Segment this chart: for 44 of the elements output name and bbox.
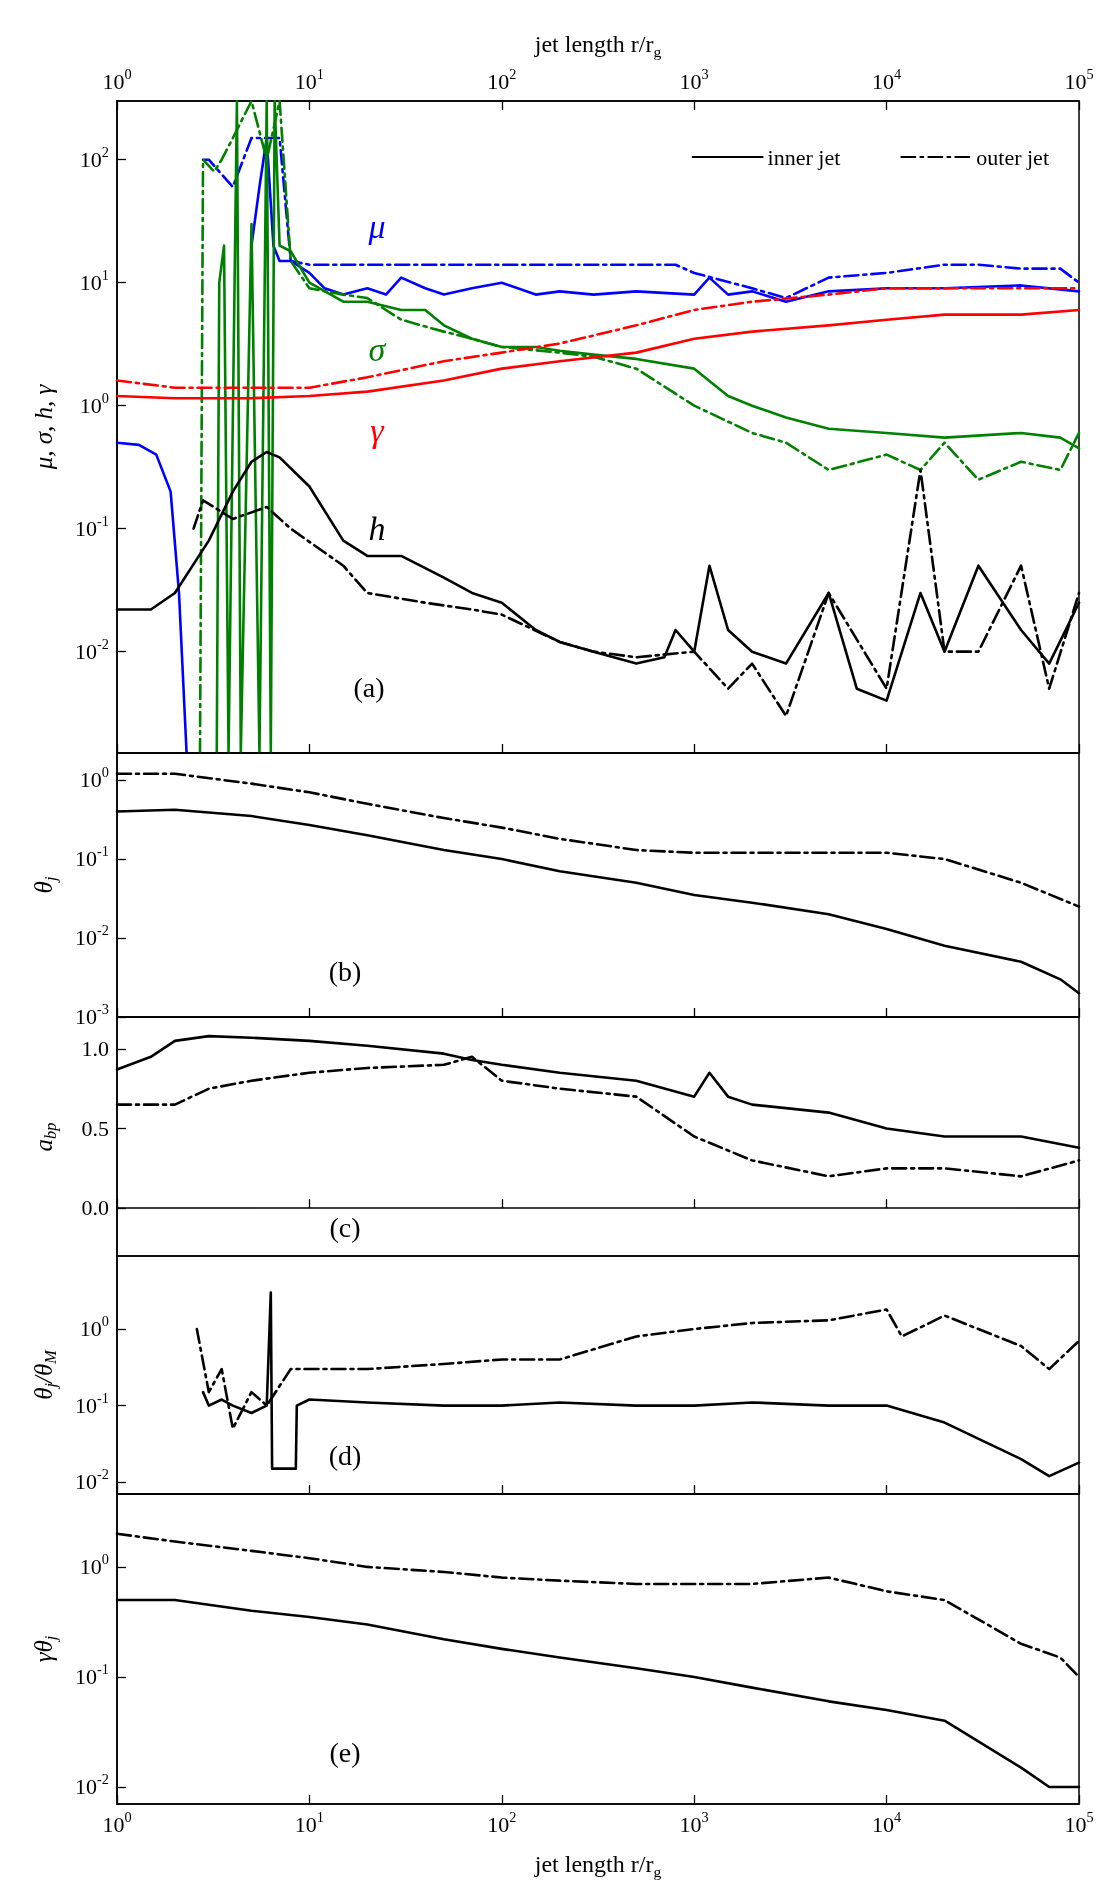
- y-tick-label: 10$^{0}$: [79, 1313, 109, 1342]
- x-tick-label: 10$^{4}$: [872, 1809, 902, 1837]
- x-tick-label: 10$^{3}$: [679, 66, 709, 94]
- y-tick-label: 10$^{-2}$: [75, 635, 109, 664]
- annotation: (c): [329, 1212, 361, 1243]
- y-tick-label: 10$^{0}$: [79, 764, 109, 793]
- x-axis-title: jet length r/r$_{g}$: [534, 1851, 662, 1880]
- annotation: (a): [353, 672, 385, 703]
- y-tick-label: 0.0: [81, 1195, 109, 1221]
- annotation: σ: [368, 331, 386, 368]
- y-tick-label: 10$^{2}$: [79, 143, 109, 172]
- y-tick-label: 10$^{1}$: [79, 266, 109, 295]
- x-tick-label: 10$^{5}$: [1064, 1809, 1094, 1837]
- legend-label: outer jet: [976, 144, 1050, 170]
- y-tick-label: 10$^{-2}$: [75, 922, 109, 950]
- x-tick-label: 10$^{2}$: [487, 1809, 517, 1837]
- x-tick-label: 10$^{4}$: [872, 66, 902, 94]
- x-tick-label: 10$^{2}$: [487, 66, 517, 94]
- annotation: (b): [328, 956, 362, 987]
- legend-label: inner jet: [767, 144, 841, 170]
- y-tick-label: 10$^{0}$: [79, 389, 109, 418]
- x-tick-label: 10$^{0}$: [102, 1809, 132, 1837]
- y-tick-label: 10$^{0}$: [79, 1550, 109, 1579]
- y-tick-label: 10$^{-1}$: [75, 512, 109, 541]
- x-tick-label: 10$^{1}$: [294, 66, 324, 94]
- y-tick-label: 0.5: [81, 1115, 109, 1141]
- y-tick-label: 10$^{-1}$: [75, 1389, 109, 1418]
- annotation: (d): [328, 1440, 362, 1471]
- y-tick-label: 10$^{-1}$: [75, 1660, 109, 1689]
- x-tick-label: 10$^{1}$: [294, 1809, 324, 1837]
- x-axis-title: jet length r/r$_{g}$: [534, 31, 662, 60]
- y-tick-label: 10$^{-2}$: [75, 1770, 109, 1799]
- y-tick-label: 10$^{-1}$: [75, 843, 109, 872]
- x-tick-label: 10$^{5}$: [1064, 66, 1094, 94]
- y-tick-label: 1.0: [81, 1035, 109, 1061]
- x-tick-label: 10$^{0}$: [102, 66, 132, 94]
- y-tick-label: 10$^{-2}$: [75, 1466, 109, 1495]
- annotation: h: [368, 510, 386, 547]
- annotation: μ: [368, 208, 386, 245]
- annotation: γ: [370, 412, 384, 449]
- y-tick-label: 10$^{-3}$: [75, 1001, 109, 1029]
- x-tick-label: 10$^{3}$: [679, 1809, 709, 1837]
- annotation: (e): [329, 1737, 361, 1768]
- y-axis-title: μ, σ, h, γ: [29, 384, 57, 470]
